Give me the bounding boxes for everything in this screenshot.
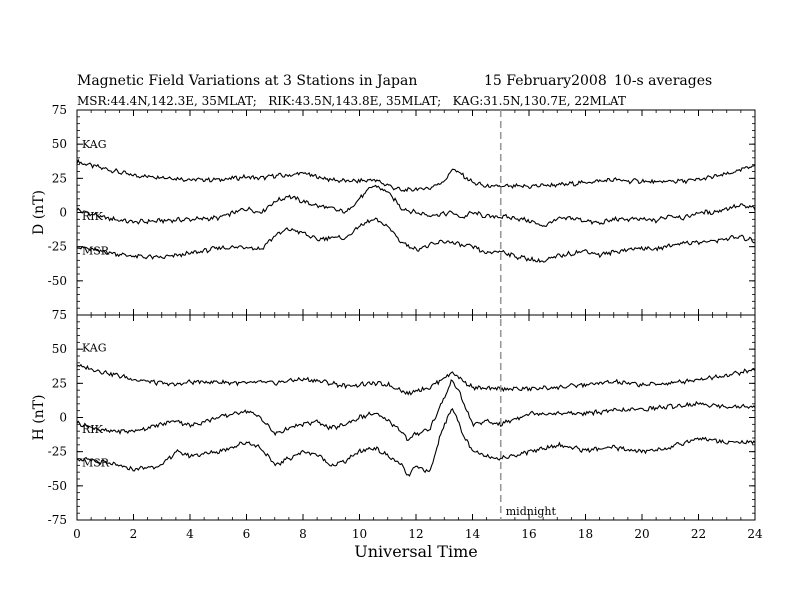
- series-label-kag-h: KAG: [82, 342, 107, 355]
- x-axis-label: Universal Time: [354, 542, 477, 561]
- series-label-rik-h: RIK: [82, 423, 104, 436]
- trace-msr-h: [76, 408, 756, 477]
- y-tick-label-h: -25: [48, 445, 67, 459]
- x-tick-label: 12: [408, 527, 423, 541]
- x-tick-label: 4: [186, 527, 194, 541]
- y-tick-label-d: -25: [48, 240, 67, 254]
- y-tick-label-h: 0: [59, 411, 67, 425]
- midnight-annotation: midnight: [506, 505, 557, 518]
- y-tick-label-h: 75: [52, 308, 67, 322]
- y-tick-label-d: 50: [52, 137, 67, 151]
- y-tick-label-d: 75: [52, 103, 67, 117]
- y-tick-label-d: 25: [52, 171, 67, 185]
- trace-msr-d: [76, 217, 755, 263]
- series-label-kag-d: KAG: [82, 138, 107, 151]
- panel-frame-h: [76, 314, 756, 521]
- chart-date: 15 February2008: [484, 73, 607, 89]
- trace-rik-h: [76, 379, 756, 441]
- series-label-msr-h: MSR: [82, 457, 110, 470]
- x-tick-label: 22: [691, 527, 706, 541]
- y-tick-label-d: 0: [59, 206, 67, 220]
- y-axis-label-h: H (nT): [31, 395, 47, 441]
- y-tick-label-h: 50: [52, 342, 67, 356]
- x-tick-label: 20: [634, 527, 649, 541]
- x-tick-label: 0: [73, 527, 81, 541]
- averaging-label: 10-s averages: [614, 73, 713, 89]
- x-tick-label: 6: [243, 527, 251, 541]
- trace-rik-d: [76, 184, 756, 227]
- x-tick-label: 18: [578, 527, 593, 541]
- x-tick-label: 14: [465, 527, 481, 541]
- y-tick-label-h: -75: [48, 513, 67, 527]
- y-tick-label-h: -50: [48, 479, 67, 493]
- x-tick-label: 16: [521, 527, 536, 541]
- series-label-rik-d: RIK: [82, 210, 104, 223]
- trace-kag-h: [76, 363, 756, 396]
- x-tick-label: 24: [747, 527, 763, 541]
- series-label-msr-d: MSR: [82, 245, 110, 258]
- y-tick-label-d: -50: [48, 274, 67, 288]
- trace-kag-d: [76, 158, 756, 193]
- y-tick-label-h: 25: [52, 376, 67, 390]
- chart-title: Magnetic Field Variations at 3 Stations …: [77, 73, 418, 89]
- station-coordinates: MSR:44.4N,142.3E, 35MLAT; RIK:43.5N,143.…: [77, 94, 626, 108]
- x-tick-label: 10: [352, 527, 367, 541]
- y-axis-label-d: D (nT): [31, 190, 47, 235]
- x-tick-label: 8: [299, 527, 307, 541]
- x-tick-label: 2: [130, 527, 138, 541]
